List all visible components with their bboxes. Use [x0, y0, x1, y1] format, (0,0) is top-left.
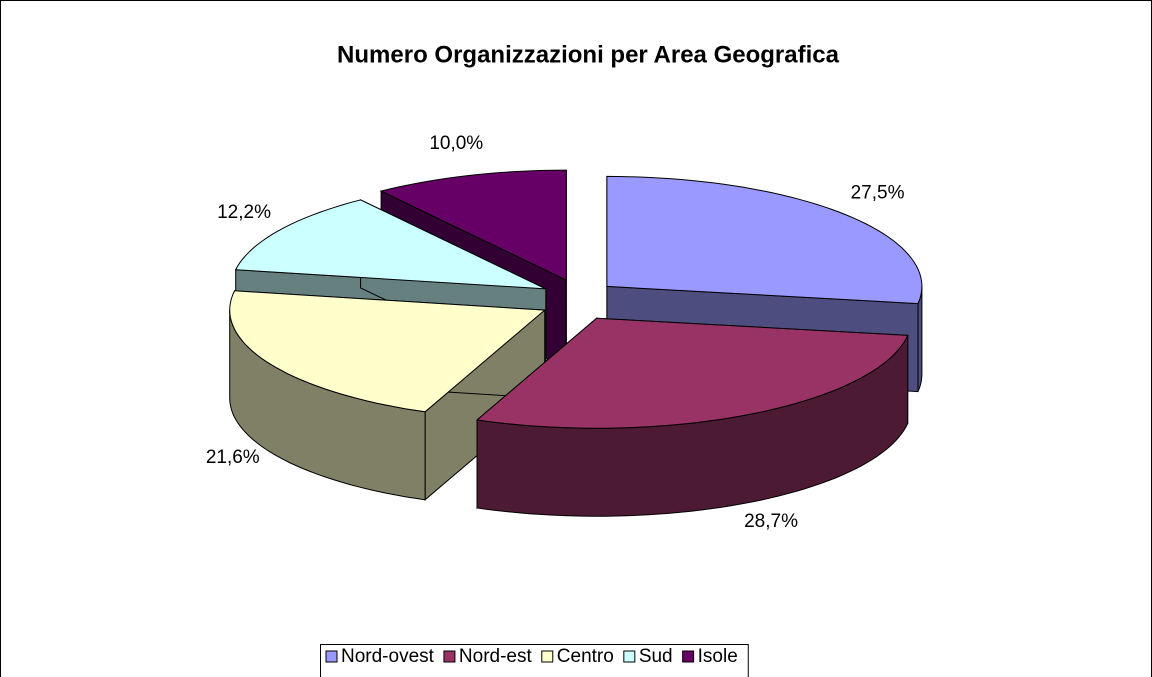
chart-title: Numero Organizzazioni per Area Geografic…: [337, 41, 840, 68]
pie-slice: [229, 290, 546, 501]
legend-label: Nord-ovest: [341, 646, 435, 667]
slice-top: [475, 317, 909, 429]
data-label: 12,2%: [217, 202, 271, 223]
legend-swatch: [623, 650, 636, 663]
legend-swatch: [443, 650, 456, 663]
legend-swatch: [682, 650, 695, 663]
data-label: 21,6%: [206, 447, 260, 468]
data-label: 28,7%: [744, 511, 798, 532]
pie-slice: [475, 317, 909, 517]
legend-swatch: [541, 650, 554, 663]
data-label: 27,5%: [851, 183, 905, 204]
slice-top: [379, 169, 567, 281]
slice-top: [234, 199, 547, 290]
legend-label: Centro: [557, 646, 614, 667]
legend: Nord-ovest Nord-est Centro Sud Isole: [320, 644, 749, 677]
legend-box: [320, 644, 749, 677]
data-label: 10,0%: [429, 133, 483, 154]
slice-top: [606, 175, 923, 305]
legend-label: Nord-est: [459, 646, 533, 667]
slice-top: [229, 290, 546, 413]
legend-label: Isole: [698, 646, 738, 667]
legend-label: Sud: [639, 646, 673, 667]
legend-swatch: [325, 650, 338, 663]
